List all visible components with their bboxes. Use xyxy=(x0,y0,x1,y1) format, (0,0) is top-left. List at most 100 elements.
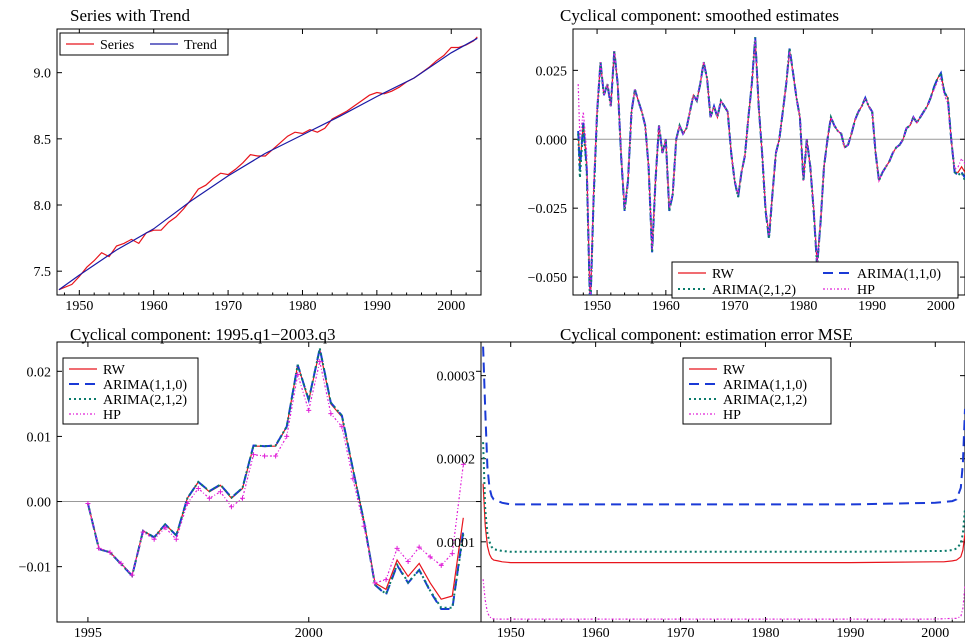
y-tick-label: −0.01 xyxy=(19,561,51,576)
x-tick-label: 1960 xyxy=(582,626,610,641)
hp-marker xyxy=(195,486,201,492)
chart-title: Series with Trend xyxy=(70,6,190,25)
y-tick-label: 7.5 xyxy=(34,265,52,280)
y-tick-label: 0.0003 xyxy=(437,370,476,385)
legend-label: HP xyxy=(857,283,875,298)
panel-cyclical-mse: Cyclical component: estimation error MSE… xyxy=(437,325,965,641)
hp-marker xyxy=(383,577,389,583)
y-tick-label: 9.0 xyxy=(34,67,52,82)
hp-marker xyxy=(339,424,345,430)
x-tick-label: 1950 xyxy=(583,299,611,314)
x-tick-label: 1990 xyxy=(836,626,864,641)
x-tick-label: 1970 xyxy=(667,626,695,641)
chart-title: Cyclical component: 1995.q1−2003.q3 xyxy=(70,325,336,344)
y-tick-label: 0.025 xyxy=(536,64,568,79)
x-tick-label: 1980 xyxy=(789,299,817,314)
series-line-arima-1-1-0- xyxy=(482,346,965,506)
hp-marker xyxy=(240,495,245,501)
hp-marker xyxy=(151,536,157,542)
y-tick-label: 0.00 xyxy=(27,496,52,511)
x-tick-label: 1990 xyxy=(858,299,886,314)
y-tick-label: −0.025 xyxy=(528,202,567,217)
panel-cyclical-smoothed: Cyclical component: smoothed estimates 19… xyxy=(528,6,965,314)
legend-label: ARIMA(1,1,0) xyxy=(103,378,187,393)
legend-label: HP xyxy=(723,408,741,423)
chart-title: Cyclical component: smoothed estimates xyxy=(560,6,839,25)
hp-marker xyxy=(317,359,323,365)
y-tick-label: 0.0002 xyxy=(437,453,476,468)
hp-marker xyxy=(284,433,290,439)
series-line-hp xyxy=(577,39,965,295)
legend-label: RW xyxy=(723,363,746,378)
y-tick-label: 0.0001 xyxy=(437,536,476,551)
panel-cyclical-1995-2003: Cyclical component: 1995.q1−2003.q3 1995 2… xyxy=(19,325,482,641)
y-tick-label: 0.000 xyxy=(536,133,568,148)
x-tick-label: 1990 xyxy=(363,299,391,314)
hp-marker xyxy=(251,452,257,458)
hp-marker xyxy=(460,461,466,467)
hp-marker xyxy=(129,572,135,578)
hp-marker xyxy=(96,545,102,551)
legend-label: ARIMA(2,1,2) xyxy=(103,393,187,408)
series-line-hp xyxy=(482,579,965,620)
plot-frame xyxy=(56,28,482,296)
series-line-trend xyxy=(58,37,478,291)
hp-marker xyxy=(328,411,334,417)
hp-marker xyxy=(273,453,279,459)
y-tick-label: 8.5 xyxy=(34,133,52,148)
hp-marker xyxy=(416,544,422,550)
x-tick-label: 2000 xyxy=(437,299,465,314)
hp-marker xyxy=(449,551,455,557)
panel-series-with-trend: Series with Trend 1950 1960 1970 1980 1990 200… xyxy=(34,6,482,314)
legend-label: ARIMA(1,1,0) xyxy=(723,378,807,393)
legend-label: ARIMA(1,1,0) xyxy=(857,267,941,282)
x-tick-label: 1980 xyxy=(288,299,316,314)
legend-label: RW xyxy=(712,267,735,282)
legend-box xyxy=(59,32,229,56)
y-tick-label: 0.02 xyxy=(27,365,52,380)
hp-marker xyxy=(118,560,124,566)
legend-label: HP xyxy=(103,408,121,423)
x-tick-label: 2000 xyxy=(921,626,949,641)
hp-marker xyxy=(438,562,444,568)
hp-marker xyxy=(228,504,234,510)
hp-marker xyxy=(372,580,378,586)
hp-marker xyxy=(107,549,113,555)
plot-frame xyxy=(480,341,965,623)
y-tick-label: 8.0 xyxy=(34,199,52,214)
hp-marker xyxy=(217,489,223,495)
y-tick-label: 0.01 xyxy=(27,430,52,445)
hp-marker xyxy=(427,554,433,560)
hp-marker xyxy=(173,536,179,542)
x-tick-label: 1950 xyxy=(497,626,525,641)
hp-marker xyxy=(206,495,212,501)
legend-label: ARIMA(2,1,2) xyxy=(712,283,796,298)
hp-marker xyxy=(306,407,312,413)
series-line-arima-2-1-2- xyxy=(86,348,465,609)
series-line-series xyxy=(58,36,478,291)
legend-box xyxy=(671,261,959,299)
hp-marker xyxy=(394,545,400,551)
hp-marker xyxy=(140,529,146,535)
x-tick-label: 1960 xyxy=(140,299,168,314)
x-tick-label: 1970 xyxy=(721,299,749,314)
y-tick-label: −0.050 xyxy=(528,271,567,286)
x-tick-label: 1980 xyxy=(751,626,779,641)
hp-marker xyxy=(361,523,367,529)
hp-marker xyxy=(162,525,168,531)
x-tick-label: 2000 xyxy=(295,626,323,641)
hp-marker xyxy=(295,372,301,378)
legend-label: RW xyxy=(103,363,126,378)
hp-marker xyxy=(350,476,356,482)
series-line-hp xyxy=(87,361,464,584)
series-line-arima-2-1-2- xyxy=(482,442,965,553)
x-tick-label: 1950 xyxy=(65,299,93,314)
legend-label: Series xyxy=(100,38,134,53)
hp-marker xyxy=(85,500,91,506)
chart-title: Cyclical component: estimation error MSE xyxy=(560,325,853,344)
series-line-rw xyxy=(482,483,965,564)
x-tick-label: 1995 xyxy=(74,626,102,641)
legend-label: ARIMA(2,1,2) xyxy=(723,393,807,408)
x-tick-label: 2000 xyxy=(927,299,955,314)
